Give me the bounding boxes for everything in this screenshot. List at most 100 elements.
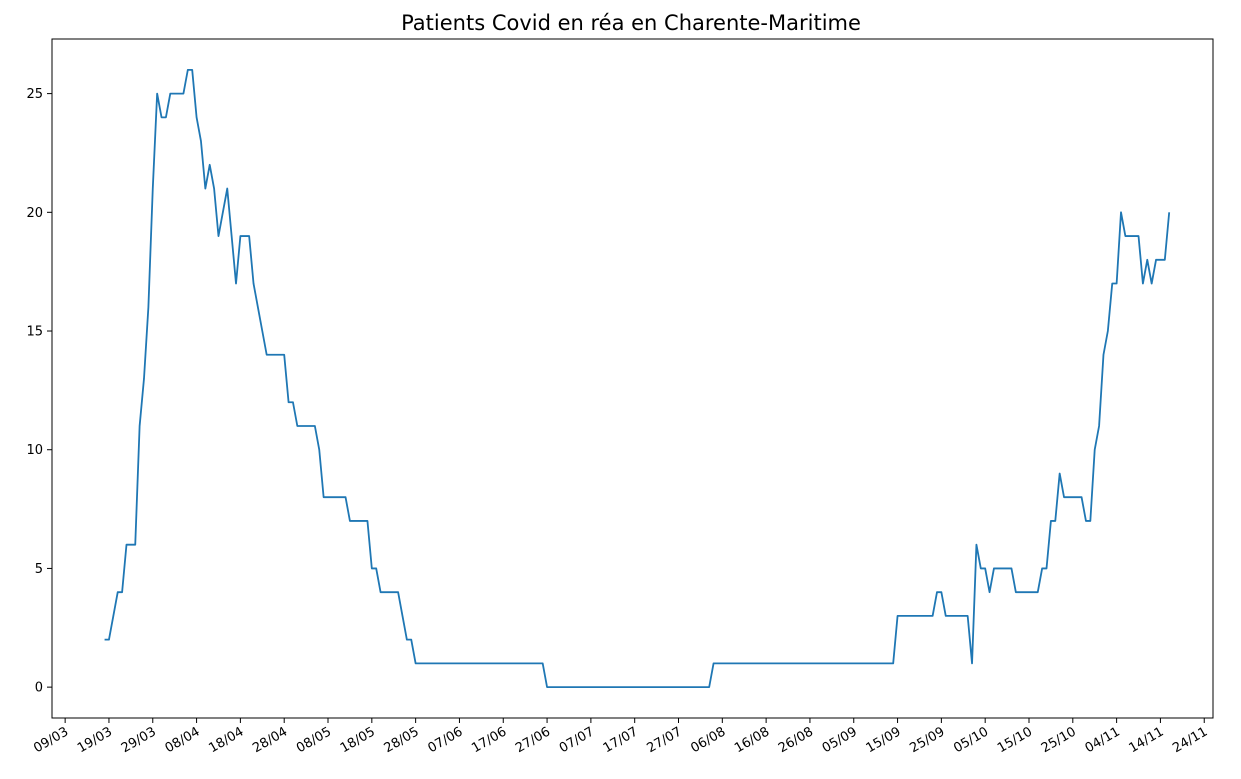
data-point xyxy=(218,235,220,237)
data-point xyxy=(174,93,176,95)
data-point xyxy=(314,425,316,427)
data-point xyxy=(156,93,158,95)
plot-area-frame xyxy=(51,38,1214,719)
data-point xyxy=(130,544,132,546)
data-points xyxy=(104,69,1170,688)
data-point xyxy=(257,306,259,308)
data-point xyxy=(1019,591,1021,593)
y-axis: 0 5 10 15 20 25 xyxy=(26,87,52,696)
data-point xyxy=(708,686,710,688)
data-point xyxy=(244,235,246,237)
data-point xyxy=(336,496,338,498)
data-point xyxy=(310,425,312,427)
data-point xyxy=(1028,591,1030,593)
data-point xyxy=(169,93,171,95)
data-point xyxy=(371,568,373,570)
data-point xyxy=(1054,520,1056,522)
x-tick-label: 05/10 xyxy=(951,724,991,756)
data-point xyxy=(1142,283,1144,285)
data-point xyxy=(275,354,277,356)
data-point xyxy=(235,283,237,285)
x-tick-label: 16/08 xyxy=(732,724,772,756)
data-point xyxy=(1116,283,1118,285)
data-point xyxy=(1090,520,1092,522)
data-point xyxy=(1103,354,1105,356)
chart-title: Patients Covid en réa en Charente-Mariti… xyxy=(401,11,861,35)
x-tick-label: 09/03 xyxy=(31,724,71,756)
data-point xyxy=(283,354,285,356)
data-point xyxy=(971,663,973,665)
data-point xyxy=(1094,449,1096,451)
x-tick-label: 14/11 xyxy=(1126,724,1166,756)
data-point xyxy=(191,69,193,71)
data-point xyxy=(1050,520,1052,522)
data-point xyxy=(1046,568,1048,570)
data-point xyxy=(161,117,163,119)
x-tick-label: 17/06 xyxy=(469,724,509,756)
data-point xyxy=(240,235,242,237)
data-point xyxy=(178,93,180,95)
data-point xyxy=(292,401,294,403)
data-point xyxy=(113,615,115,617)
data-point xyxy=(323,496,325,498)
data-point xyxy=(253,283,255,285)
x-tick-label: 15/10 xyxy=(995,724,1035,756)
data-point xyxy=(288,401,290,403)
data-point xyxy=(143,378,145,380)
series-line xyxy=(104,68,1171,689)
data-point xyxy=(967,615,969,617)
data-point xyxy=(1015,591,1017,593)
data-point xyxy=(713,663,715,665)
data-point xyxy=(305,425,307,427)
y-tick-label: 15 xyxy=(26,325,43,340)
data-point xyxy=(261,330,263,332)
data-point xyxy=(415,663,417,665)
data-point xyxy=(1011,568,1013,570)
data-point xyxy=(117,591,119,593)
data-point xyxy=(1068,496,1070,498)
data-point xyxy=(349,520,351,522)
data-point xyxy=(375,568,377,570)
x-tick-label: 18/05 xyxy=(338,724,378,756)
x-tick-label: 27/07 xyxy=(645,724,685,756)
data-point xyxy=(393,591,395,593)
data-point xyxy=(1133,235,1135,237)
data-point xyxy=(165,117,167,119)
data-point xyxy=(410,639,412,641)
x-tick-label: 18/04 xyxy=(206,724,246,756)
data-point xyxy=(327,496,329,498)
data-point xyxy=(406,639,408,641)
data-point xyxy=(1085,520,1087,522)
x-tick-label: 06/08 xyxy=(688,724,728,756)
data-point xyxy=(332,496,334,498)
data-point xyxy=(213,188,215,190)
data-point xyxy=(1072,496,1074,498)
x-tick-label: 15/09 xyxy=(864,724,904,756)
data-point xyxy=(1129,235,1131,237)
x-tick-label: 19/03 xyxy=(75,724,115,756)
data-point xyxy=(226,188,228,190)
data-point xyxy=(108,639,110,641)
data-point xyxy=(148,306,150,308)
data-point xyxy=(384,591,386,593)
data-point xyxy=(976,544,978,546)
x-tick-label: 26/08 xyxy=(776,724,816,756)
x-axis: 09/03 19/03 29/03 08/04 18/04 28/04 08/05 18/05… xyxy=(31,718,1210,756)
data-point xyxy=(248,235,250,237)
data-point xyxy=(1041,568,1043,570)
data-point xyxy=(998,568,1000,570)
data-point xyxy=(362,520,364,522)
x-tick-label: 25/09 xyxy=(907,724,947,756)
data-point xyxy=(1151,283,1153,285)
data-point xyxy=(270,354,272,356)
data-point xyxy=(1002,568,1004,570)
data-point xyxy=(1138,235,1140,237)
data-point xyxy=(353,520,355,522)
data-point xyxy=(152,188,154,190)
data-point xyxy=(266,354,268,356)
data-point xyxy=(546,686,548,688)
data-point xyxy=(402,615,404,617)
data-point xyxy=(187,69,189,71)
data-point xyxy=(1125,235,1127,237)
